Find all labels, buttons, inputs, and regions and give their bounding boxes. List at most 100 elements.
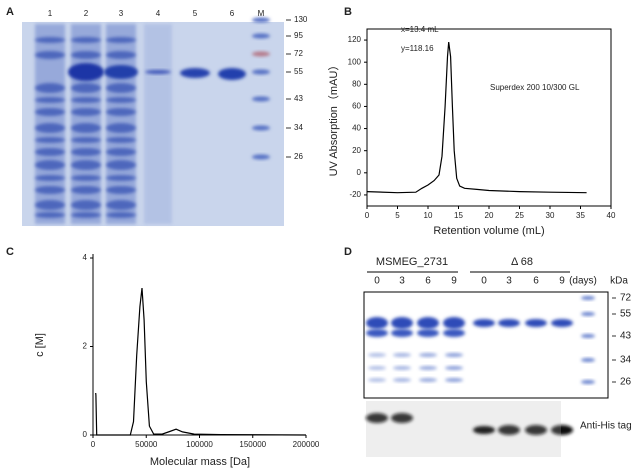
band xyxy=(35,97,65,103)
band xyxy=(71,186,101,194)
day-label: 0 xyxy=(374,276,380,287)
x-tick-label: 5 xyxy=(395,211,400,220)
band xyxy=(252,154,270,160)
band xyxy=(71,123,101,133)
band xyxy=(252,125,270,131)
blot-band xyxy=(551,425,573,435)
band xyxy=(35,160,65,170)
y-tick-label: 60 xyxy=(352,102,361,111)
band xyxy=(393,378,411,382)
y-tick-label: 0 xyxy=(357,168,362,177)
x-tick-label: 35 xyxy=(576,211,585,220)
band xyxy=(35,148,65,156)
band xyxy=(443,317,465,329)
band xyxy=(252,17,270,23)
lane-label: 4 xyxy=(156,9,161,18)
band xyxy=(252,51,270,57)
marker-label: 26 xyxy=(620,377,632,388)
band xyxy=(35,37,65,43)
annotation: x=13.4 mL xyxy=(401,25,439,34)
group-label: Δ 68 xyxy=(511,256,533,268)
y-tick-label: 4 xyxy=(83,253,88,262)
band xyxy=(391,317,413,329)
band xyxy=(581,358,595,362)
band xyxy=(106,160,136,170)
day-label: 3 xyxy=(506,276,512,287)
band xyxy=(368,378,386,382)
day-label: 9 xyxy=(451,276,457,287)
marker-label: 72 xyxy=(294,49,303,58)
band xyxy=(417,317,439,329)
band xyxy=(71,175,101,181)
x-tick-label: 40 xyxy=(607,211,616,220)
y-tick-label: 0 xyxy=(83,430,88,439)
band xyxy=(35,108,65,116)
blot-band xyxy=(473,426,495,434)
marker-label: 55 xyxy=(294,67,303,76)
band xyxy=(106,37,136,43)
band xyxy=(35,212,65,218)
band xyxy=(419,366,437,370)
unit-label: kDa xyxy=(610,276,628,287)
x-tick-label: 0 xyxy=(91,440,96,449)
band xyxy=(551,319,573,327)
band xyxy=(71,97,101,103)
day-label: 3 xyxy=(399,276,405,287)
plot-frame xyxy=(366,28,612,207)
blot-label: Anti-His tag xyxy=(580,421,632,432)
band xyxy=(581,312,595,316)
marker-label: 34 xyxy=(294,123,303,132)
band xyxy=(106,137,136,143)
band xyxy=(443,329,465,337)
band xyxy=(106,186,136,194)
day-label: 6 xyxy=(425,276,431,287)
x-tick-label: 50000 xyxy=(135,440,158,449)
x-tick-label: 150000 xyxy=(239,440,266,449)
panel-label: C xyxy=(6,246,14,258)
group-label: MSMEG_2731 xyxy=(376,256,448,268)
band xyxy=(71,212,101,218)
band xyxy=(106,123,136,133)
band xyxy=(393,353,411,357)
band xyxy=(417,329,439,337)
marker-label: 34 xyxy=(620,355,632,366)
y-tick-label: 2 xyxy=(83,342,88,351)
band xyxy=(252,33,270,39)
x-tick-label: 30 xyxy=(546,211,555,220)
x-tick-label: 100000 xyxy=(186,440,213,449)
band xyxy=(252,96,270,102)
band xyxy=(71,51,101,59)
marker-label: 26 xyxy=(294,152,303,161)
panel-label: A xyxy=(6,6,14,18)
x-tick-label: 25 xyxy=(515,211,524,220)
band xyxy=(71,137,101,143)
y-axis-label: c [M] xyxy=(34,333,46,357)
band xyxy=(145,70,171,74)
lane-label: 2 xyxy=(84,9,89,18)
band xyxy=(106,212,136,218)
marker-label: 95 xyxy=(294,31,303,40)
band xyxy=(35,186,65,194)
band xyxy=(106,108,136,116)
lane-label: 1 xyxy=(48,9,53,18)
lane-smear xyxy=(144,24,172,224)
lane-label: M xyxy=(258,9,265,18)
band xyxy=(106,175,136,181)
band xyxy=(498,319,520,327)
band xyxy=(525,319,547,327)
band xyxy=(35,123,65,133)
x-axis-label: Retention volume (mL) xyxy=(433,225,544,237)
x-tick-label: 10 xyxy=(424,211,433,220)
band xyxy=(252,69,270,75)
blot-bg xyxy=(366,401,561,457)
gel-image xyxy=(22,17,284,226)
lane-label: 5 xyxy=(193,9,198,18)
y-tick-label: 80 xyxy=(352,79,361,88)
panel-label: D xyxy=(344,246,352,258)
band xyxy=(106,83,136,93)
band xyxy=(366,329,388,337)
band xyxy=(71,160,101,170)
blot-band xyxy=(498,425,520,435)
band xyxy=(218,68,246,80)
